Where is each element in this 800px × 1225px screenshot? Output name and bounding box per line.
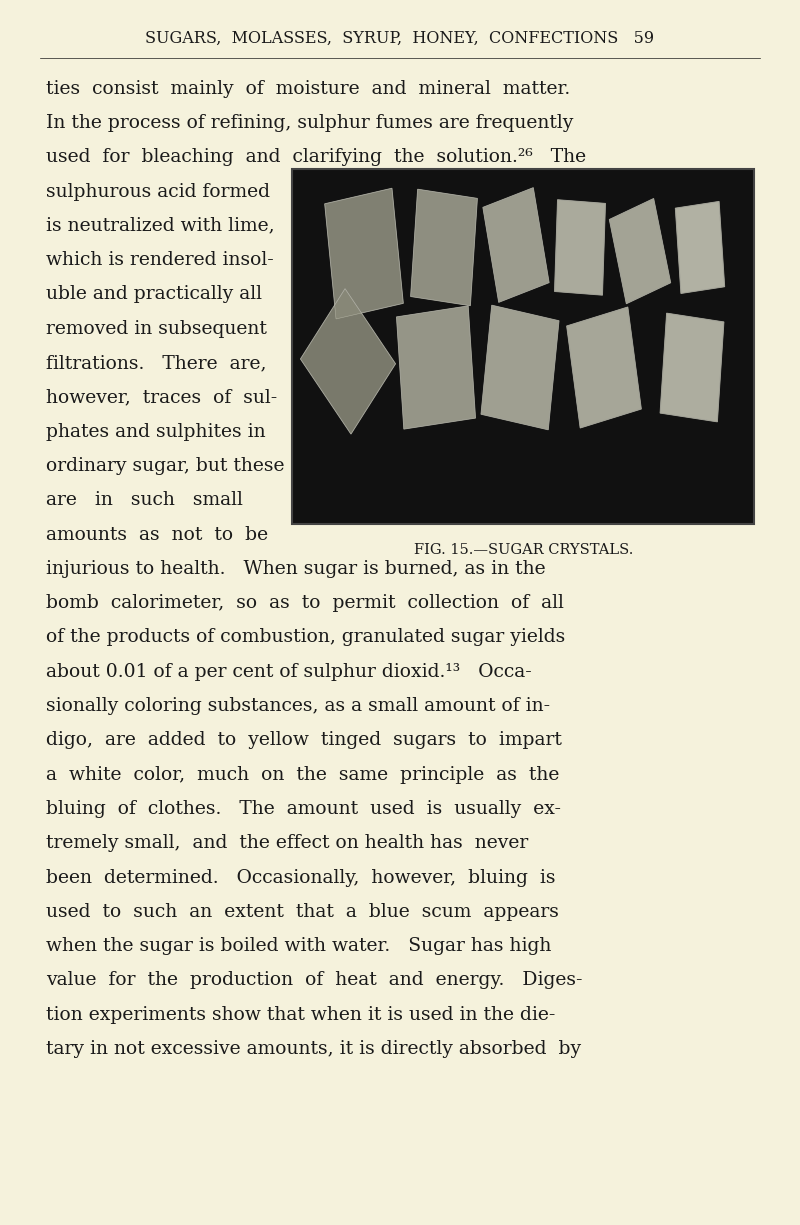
Text: about 0.01 of a per cent of sulphur dioxid.¹³   Occa-: about 0.01 of a per cent of sulphur diox… — [46, 663, 532, 681]
Text: SUGARS,  MOLASSES,  SYRUP,  HONEY,  CONFECTIONS   59: SUGARS, MOLASSES, SYRUP, HONEY, CONFECTI… — [146, 29, 654, 47]
Text: bluing  of  clothes.   The  amount  used  is  usually  ex-: bluing of clothes. The amount used is us… — [46, 800, 562, 818]
Polygon shape — [481, 305, 559, 430]
Text: sionally coloring substances, as a small amount of in-: sionally coloring substances, as a small… — [46, 697, 550, 715]
Text: bomb  calorimeter,  so  as  to  permit  collection  of  all: bomb calorimeter, so as to permit collec… — [46, 594, 564, 612]
Text: FIG. 15.—SUGAR CRYSTALS.: FIG. 15.—SUGAR CRYSTALS. — [414, 543, 633, 556]
Text: In the process of refining, sulphur fumes are frequently: In the process of refining, sulphur fume… — [46, 114, 574, 132]
Polygon shape — [410, 189, 478, 306]
Text: tary in not excessive amounts, it is directly absorbed  by: tary in not excessive amounts, it is dir… — [46, 1040, 582, 1058]
Text: used  to  such  an  extent  that  a  blue  scum  appears: used to such an extent that a blue scum … — [46, 903, 559, 921]
Text: been  determined.   Occasionally,  however,  bluing  is: been determined. Occasionally, however, … — [46, 869, 556, 887]
Text: are   in   such   small: are in such small — [46, 491, 243, 510]
Polygon shape — [554, 200, 606, 295]
Text: ordinary sugar, but these: ordinary sugar, but these — [46, 457, 285, 475]
Polygon shape — [301, 289, 395, 434]
Polygon shape — [566, 307, 642, 428]
Text: filtrations.   There  are,: filtrations. There are, — [46, 354, 267, 372]
Polygon shape — [483, 187, 549, 303]
Text: value  for  the  production  of  heat  and  energy.   Diges-: value for the production of heat and ene… — [46, 971, 583, 990]
Text: ties  consist  mainly  of  moisture  and  mineral  matter.: ties consist mainly of moisture and mine… — [46, 80, 570, 98]
Text: tion experiments show that when it is used in the die-: tion experiments show that when it is us… — [46, 1006, 556, 1024]
Text: however,  traces  of  sul-: however, traces of sul- — [46, 388, 278, 407]
Text: digo,  are  added  to  yellow  tinged  sugars  to  impart: digo, are added to yellow tinged sugars … — [46, 731, 562, 750]
Text: of the products of combustion, granulated sugar yields: of the products of combustion, granulate… — [46, 628, 566, 647]
Polygon shape — [610, 198, 670, 304]
Text: removed in subsequent: removed in subsequent — [46, 320, 267, 338]
Polygon shape — [660, 314, 724, 421]
Text: uble and practically all: uble and practically all — [46, 285, 262, 304]
Text: which is rendered insol-: which is rendered insol- — [46, 251, 274, 270]
Polygon shape — [325, 189, 403, 318]
Text: injurious to health.   When sugar is burned, as in the: injurious to health. When sugar is burne… — [46, 560, 546, 578]
Text: amounts  as  not  to  be: amounts as not to be — [46, 526, 269, 544]
Text: used  for  bleaching  and  clarifying  the  solution.²⁶   The: used for bleaching and clarifying the so… — [46, 148, 586, 167]
Text: a  white  color,  much  on  the  same  principle  as  the: a white color, much on the same principl… — [46, 766, 560, 784]
Text: tremely small,  and  the effect on health has  never: tremely small, and the effect on health … — [46, 834, 529, 853]
Polygon shape — [675, 201, 725, 294]
Bar — [292, 169, 754, 524]
Text: when the sugar is boiled with water.   Sugar has high: when the sugar is boiled with water. Sug… — [46, 937, 552, 956]
Text: phates and sulphites in: phates and sulphites in — [46, 423, 266, 441]
Polygon shape — [397, 306, 475, 429]
Text: sulphurous acid formed: sulphurous acid formed — [46, 183, 270, 201]
Text: is neutralized with lime,: is neutralized with lime, — [46, 217, 275, 235]
